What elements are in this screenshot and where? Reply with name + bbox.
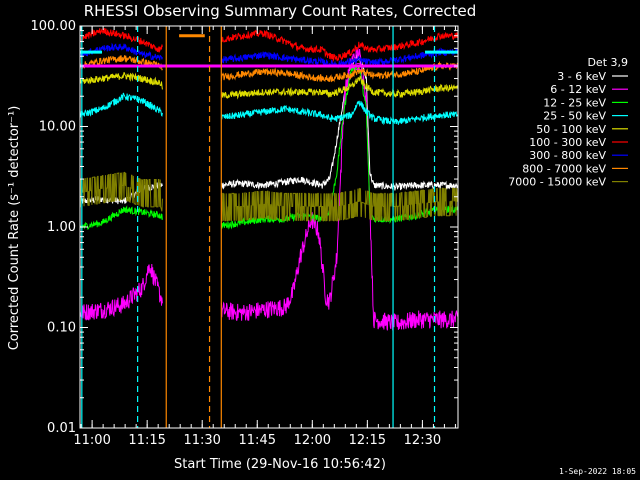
y-axis-label: Corrected Count Rate (s⁻¹ detector⁻¹) [7, 106, 22, 351]
series-line-25-50-kev [80, 92, 458, 126]
x-tick-label: 12:00 [294, 433, 331, 448]
legend-title: Det 3,9 [587, 56, 628, 69]
plot-area: A2 [80, 26, 458, 428]
legend-entry-label: 6 - 12 keV [550, 83, 606, 96]
legend-entry-label: 25 - 50 keV [543, 110, 606, 123]
y-tick-label: 0.01 [47, 421, 76, 436]
series-line-7000-15000-kev [80, 171, 458, 222]
x-tick-label: 12:30 [404, 433, 441, 448]
legend-entry-label: 3 - 6 keV [557, 70, 606, 83]
y-tick-label: 10.00 [39, 120, 76, 135]
footer-date: 1-Sep-2022 18:05 [559, 467, 636, 476]
legend-entry-label: 7000 - 15000 keV [508, 176, 606, 189]
chart-title: RHESSI Observing Summary Count Rates, Co… [84, 2, 477, 20]
legend-entry-label: 800 - 7000 keV [522, 162, 606, 175]
y-tick-label: 1.00 [47, 220, 76, 235]
x-tick-label: 11:45 [239, 433, 276, 448]
x-tick-label: 12:15 [349, 433, 386, 448]
legend-entry-label: 300 - 800 keV [529, 149, 606, 162]
y-tick-label: 0.10 [47, 321, 76, 336]
x-tick-label: 11:00 [73, 433, 110, 448]
series-line-50-100-kev [80, 72, 458, 100]
series-line-800-7000-kev [80, 55, 458, 83]
series-line-100-300-kev [80, 27, 458, 63]
series-line-12-25-kev [80, 63, 458, 230]
x-tick-label: 11:30 [183, 433, 220, 448]
series-line-6-12-kev [80, 47, 458, 331]
legend-entry-label: 50 - 100 keV [536, 123, 606, 136]
y-tick-label: 100.00 [31, 19, 77, 34]
legend-entry-label: 100 - 300 keV [529, 136, 606, 149]
x-axis-label: Start Time (29-Nov-16 10:56:42) [174, 457, 386, 472]
annotation-label: A2 [349, 62, 362, 73]
axes: 11:00 11:15 11:30 11:45 12:00 12:15 12:30 0.01 0… [31, 19, 459, 448]
legend-entry-label: 12 - 25 keV [543, 96, 606, 109]
x-tick-label: 11:15 [128, 433, 165, 448]
